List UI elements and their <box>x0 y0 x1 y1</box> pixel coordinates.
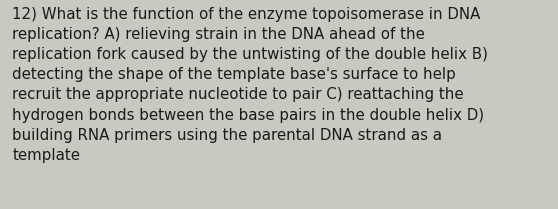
Text: 12) What is the function of the enzyme topoisomerase in DNA
replication? A) reli: 12) What is the function of the enzyme t… <box>12 7 488 163</box>
